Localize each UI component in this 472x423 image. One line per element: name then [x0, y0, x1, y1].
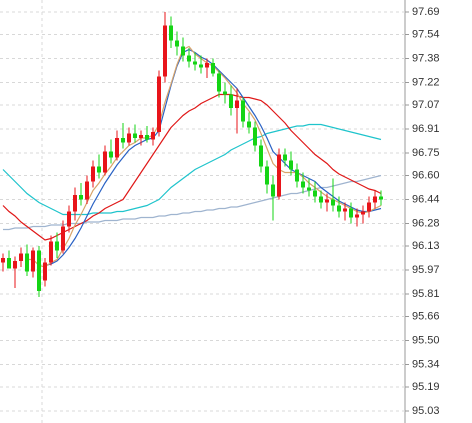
candle-body	[229, 94, 233, 108]
y-tick-label: 95.81	[412, 288, 440, 300]
y-tick-label: 96.75	[412, 147, 440, 159]
y-tick-label: 96.44	[412, 193, 440, 205]
candle-body	[85, 181, 89, 200]
candle-body	[301, 181, 305, 188]
candle-body	[169, 25, 173, 41]
y-tick-label: 95.66	[412, 310, 440, 322]
candle-body	[73, 195, 77, 212]
candle-body	[79, 195, 83, 200]
candle-body	[187, 55, 191, 62]
candle-body	[145, 135, 149, 140]
candle-body	[91, 166, 95, 182]
candle-body	[361, 211, 365, 215]
candle-body	[199, 64, 203, 68]
moving-average-line	[2, 123, 382, 216]
candle-body	[25, 253, 29, 272]
candle-body	[127, 133, 131, 143]
moving-average-line	[3, 174, 382, 231]
candle-body	[235, 100, 239, 108]
candle-body	[253, 127, 257, 146]
candle-body	[103, 151, 107, 173]
candle-body	[211, 63, 215, 74]
candle-body	[331, 199, 335, 206]
candle-body	[181, 46, 185, 56]
candle-body	[175, 40, 179, 47]
y-tick-label: 96.13	[412, 240, 440, 252]
candle-body	[373, 196, 377, 203]
candle-body	[67, 211, 71, 227]
y-tick-label: 95.34	[412, 358, 440, 370]
y-tick-label: 97.07	[412, 99, 440, 111]
candle-body	[97, 166, 101, 173]
candle-body	[193, 61, 197, 65]
y-tick-label: 96.91	[412, 123, 440, 135]
candle-body	[295, 169, 299, 182]
candle-body	[1, 258, 5, 263]
y-tick-label: 96.60	[412, 169, 440, 181]
candle-body	[319, 196, 323, 203]
y-tick-label: 95.19	[412, 381, 440, 393]
y-tick-label: 95.50	[412, 334, 440, 346]
candle-body	[13, 261, 17, 269]
candle-body	[223, 91, 227, 95]
y-tick-label: 97.22	[412, 76, 440, 88]
candle-body	[355, 214, 359, 218]
y-tick-label: 96.28	[412, 217, 440, 229]
candle-body	[157, 76, 161, 132]
y-tick-label: 97.69	[412, 6, 440, 18]
y-tick-label: 97.38	[412, 52, 440, 64]
candle-body	[7, 258, 11, 269]
candle-body	[337, 205, 341, 212]
candle-body	[49, 241, 53, 263]
moving-average-line	[27, 45, 382, 268]
candle-body	[283, 154, 287, 161]
candle-body	[19, 253, 23, 261]
candle-body	[61, 226, 65, 251]
candle-body	[349, 208, 353, 218]
candle-body	[265, 166, 269, 185]
candle-body	[139, 135, 143, 138]
candle-body	[367, 202, 371, 212]
y-tick-label: 97.54	[412, 28, 440, 40]
candle-body	[343, 208, 347, 212]
candle-body	[259, 145, 263, 167]
candle-body	[133, 133, 137, 138]
candle-body	[205, 63, 209, 68]
candle-body	[31, 250, 35, 272]
candle-body	[217, 73, 221, 92]
candle-body	[307, 187, 311, 191]
candle-body	[289, 160, 293, 170]
candle-body	[313, 190, 317, 197]
candle-body	[121, 138, 125, 143]
candle-body	[325, 199, 329, 203]
candle-body	[55, 241, 59, 251]
moving-average-line	[2, 93, 382, 241]
candle-body	[43, 262, 47, 281]
y-tick-label: 95.97	[412, 264, 440, 276]
candle-body	[109, 151, 113, 158]
candle-body	[151, 132, 155, 140]
candle-body	[37, 250, 41, 291]
candle-body	[115, 138, 119, 158]
candle-body	[241, 100, 245, 122]
candle-body	[271, 184, 275, 197]
y-tick-label: 95.03	[412, 405, 440, 417]
candle-body	[163, 25, 167, 77]
candle-body	[277, 154, 281, 197]
candle-body	[379, 196, 383, 200]
candle-body	[247, 121, 251, 128]
